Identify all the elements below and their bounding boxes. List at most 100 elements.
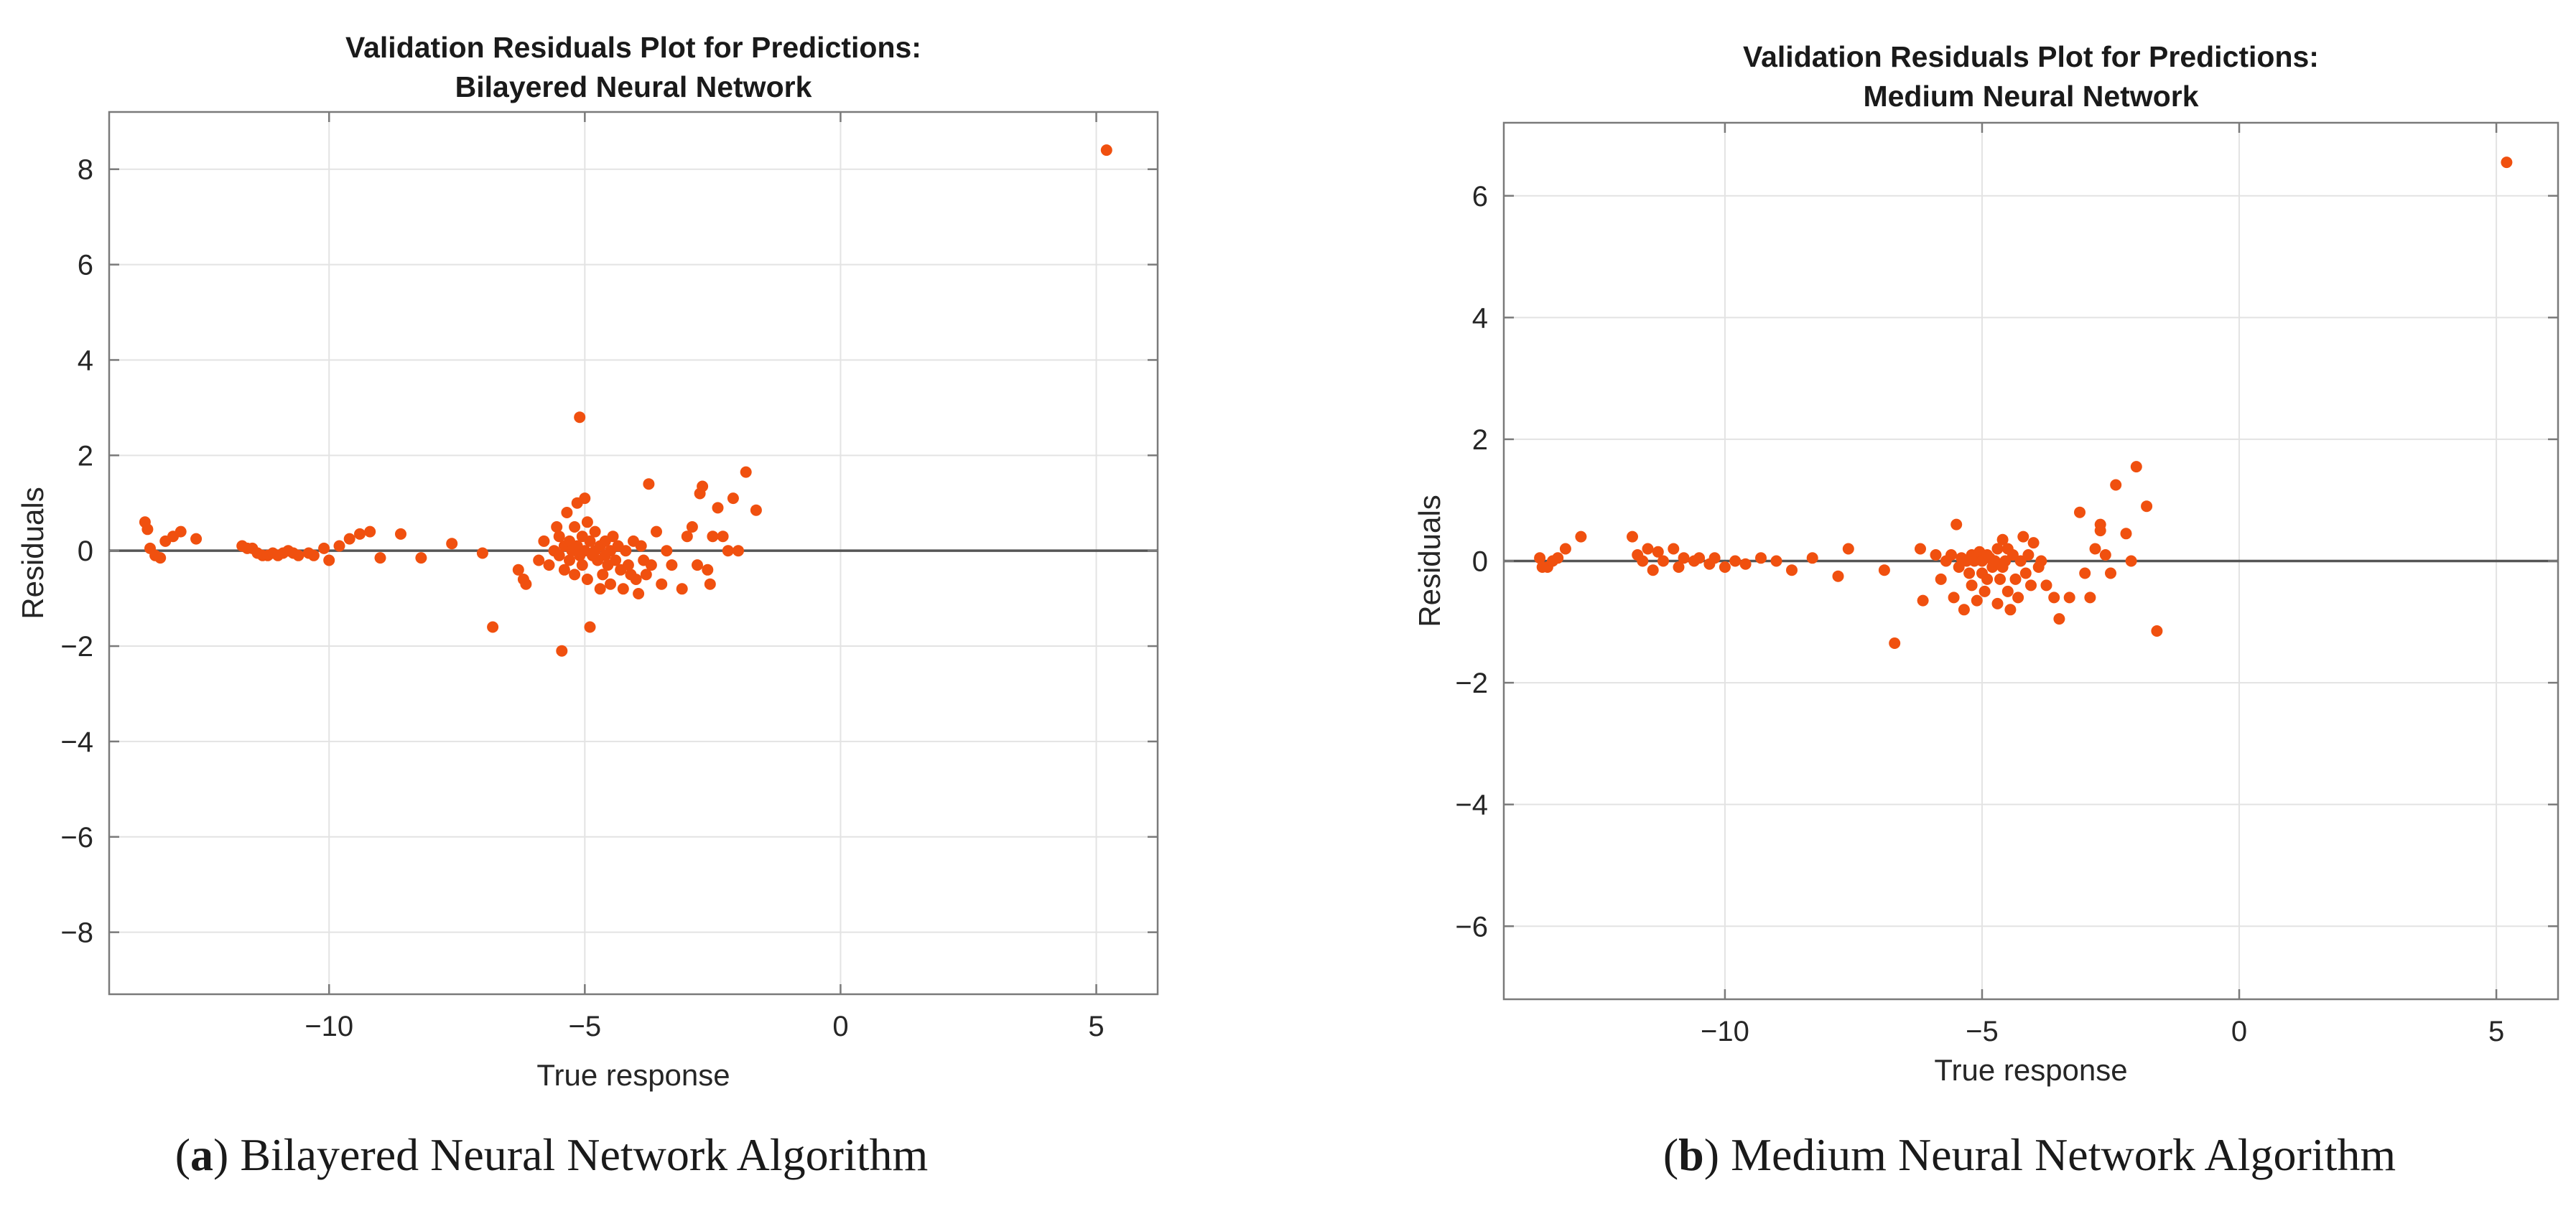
x-tick-label: 5: [1088, 1011, 1104, 1042]
data-point: [712, 502, 724, 514]
data-point: [2053, 613, 2065, 625]
data-point: [175, 525, 187, 538]
data-point: [1971, 594, 1983, 607]
data-point: [2099, 549, 2111, 561]
data-point: [374, 552, 386, 564]
data-point: [676, 583, 688, 595]
data-point: [2014, 555, 2027, 567]
y-tick-label: −6: [1455, 911, 1488, 943]
y-axis-label: Residuals: [16, 487, 50, 619]
data-point: [605, 578, 616, 590]
data-point: [645, 559, 657, 571]
y-tick-label: −8: [60, 917, 93, 949]
chart-title-line-1: Validation Residuals Plot for Prediction…: [345, 31, 921, 64]
data-point: [1966, 579, 1978, 592]
y-tick-label: 6: [78, 250, 93, 281]
data-point: [520, 578, 532, 590]
data-point: [1100, 144, 1112, 156]
data-point: [1729, 555, 1742, 567]
x-tick-label: −5: [569, 1011, 602, 1042]
data-point: [697, 480, 709, 492]
data-point: [651, 525, 662, 538]
data-point: [707, 530, 719, 543]
data-point: [584, 535, 596, 547]
caption-letter: b: [1678, 1129, 1704, 1180]
data-point: [1647, 564, 1659, 576]
data-point: [1534, 552, 1546, 564]
data-points: [139, 144, 1112, 657]
caption-a: (a) Bilayered Neural Network Algorithm: [175, 1129, 929, 1180]
data-point: [2105, 567, 2116, 579]
data-point: [594, 583, 606, 595]
y-tick-label: 6: [1472, 181, 1488, 212]
data-point: [487, 621, 499, 633]
data-point: [564, 554, 575, 566]
data-point: [556, 645, 568, 657]
data-point: [2007, 549, 2019, 561]
data-point: [1996, 533, 2009, 546]
data-point: [1668, 543, 1680, 555]
chart-title-line-1: Validation Residuals Plot for Prediction…: [1743, 40, 2319, 73]
data-point: [2079, 567, 2091, 579]
data-point: [1958, 604, 1970, 616]
caption-b: (b) Medium Neural Network Algorithm: [1663, 1129, 2396, 1180]
y-tick-label: 0: [1472, 546, 1488, 578]
data-point: [154, 552, 167, 564]
caption-letter: a: [190, 1129, 213, 1180]
data-point: [1979, 585, 1991, 597]
data-point: [581, 574, 593, 585]
data-point: [584, 621, 596, 633]
data-point: [1989, 555, 2001, 567]
y-tick-label: 2: [78, 440, 93, 472]
plot-frame: [108, 111, 1159, 996]
data-point: [740, 466, 752, 478]
data-point: [543, 559, 555, 571]
data-point: [1842, 543, 1854, 555]
data-point: [1642, 543, 1654, 555]
x-axis-label: True response: [536, 1058, 730, 1092]
data-point: [1770, 555, 1782, 567]
data-point: [1963, 567, 1976, 579]
data-point: [1953, 561, 1965, 573]
data-point: [1832, 570, 1844, 582]
chart-title-line-2: Bilayered Neural Network: [455, 70, 812, 103]
data-point: [292, 549, 304, 561]
data-point: [597, 569, 609, 581]
data-point: [1948, 592, 1960, 604]
data-point: [622, 559, 634, 571]
data-point: [561, 507, 573, 518]
data-point: [666, 559, 678, 571]
data-point: [538, 535, 550, 547]
data-point: [1915, 543, 1926, 555]
y-tick-label: 4: [78, 345, 93, 376]
caption-text: Medium Neural Network Algorithm: [1731, 1129, 2396, 1180]
data-point: [692, 559, 703, 571]
data-point: [617, 583, 629, 595]
data-point: [607, 530, 619, 543]
data-point: [2141, 500, 2153, 513]
axis-ticks: −10 −5 0 5 −8 −6 −4 −2 0 2 4 6 8: [60, 112, 1158, 1042]
residuals-chart-medium: −10 −5 0 5 −6 −4 −2 0 2 4 6 Validation Residuals P…: [1413, 40, 2559, 1087]
data-point: [620, 545, 632, 557]
data-point: [190, 533, 203, 545]
data-point: [1999, 555, 2012, 567]
data-point: [1991, 597, 2004, 609]
data-point: [1673, 561, 1685, 573]
data-point: [2012, 592, 2024, 604]
data-point: [727, 492, 739, 505]
data-point: [717, 530, 729, 543]
data-point: [2063, 592, 2075, 604]
data-point: [702, 564, 714, 576]
data-point: [2130, 461, 2142, 473]
data-point: [1994, 573, 2006, 585]
data-point: [2025, 579, 2037, 592]
data-point: [558, 564, 570, 576]
x-tick-label: 0: [2231, 1016, 2247, 1047]
data-point: [1657, 555, 1669, 567]
data-point: [569, 569, 581, 581]
data-point: [476, 547, 488, 559]
data-point: [2501, 156, 2513, 169]
y-axis-label: Residuals: [1413, 495, 1446, 627]
data-point: [2017, 530, 2029, 543]
